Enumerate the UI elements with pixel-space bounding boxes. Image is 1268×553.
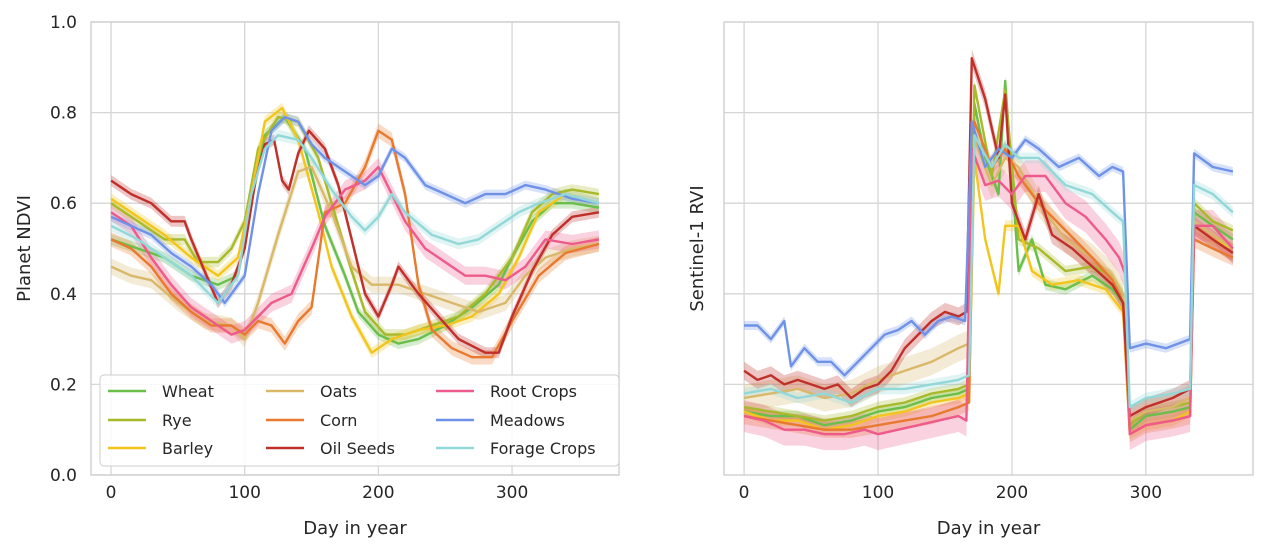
series-line-root-crops: [110, 165, 600, 336]
legend-label-corn: Corn: [320, 411, 357, 430]
x-tick-label: 0: [739, 483, 750, 503]
plot-frame: [90, 21, 620, 476]
legend-label-forage-crops: Forage Crops: [490, 439, 596, 458]
series-line-root-crops: [743, 147, 1234, 436]
series-line-barley: [110, 106, 600, 354]
legend-label-rye: Rye: [162, 411, 192, 430]
plot-frame: [723, 21, 1254, 476]
legend: Wheat Rye Barley Oats Corn Oil Seeds Root Crop…: [99, 374, 620, 467]
series-line-meadows: [110, 115, 600, 305]
x-tick-label: 0: [106, 483, 117, 503]
y-tick-label: 0.4: [50, 285, 77, 305]
legend-label-barley: Barley: [162, 439, 213, 458]
x-axis-label: Day in year: [303, 518, 407, 539]
rvi-chart: 0 100 200 300 Day in year Sentinel-1 RVI: [687, 21, 1254, 539]
x-axis-label: Day in year: [937, 518, 1041, 539]
legend-label-wheat: Wheat: [162, 382, 214, 401]
series-line-oil-seeds: [110, 129, 600, 354]
x-tick-label: 300: [1130, 483, 1162, 503]
series-line-meadows: [744, 120, 1234, 377]
legend-label-oil-seeds: Oil Seeds: [320, 439, 395, 458]
series-group: [110, 102, 600, 365]
y-tick-label: 0.8: [50, 104, 77, 124]
series-line-forage-crops: [743, 134, 1234, 409]
x-tick-label: 200: [996, 483, 1028, 503]
y-tick-label: 0.6: [50, 194, 77, 214]
x-tick-label: 300: [496, 483, 528, 503]
legend-label-oats: Oats: [320, 382, 357, 401]
series-band-barley: [744, 152, 1233, 440]
x-tick-label: 200: [362, 483, 394, 503]
series-line-corn: [110, 129, 600, 359]
x-tick-label: 100: [862, 483, 894, 503]
y-axis-label: Planet NDVI: [14, 195, 35, 302]
y-tick-label: 0.0: [50, 466, 77, 486]
series-line-forage-crops: [110, 134, 600, 305]
x-tick-label: 100: [228, 483, 260, 503]
series-band-oil-seeds: [744, 49, 1233, 426]
y-tick-label: 0.2: [50, 375, 77, 395]
y-tick-label: 1.0: [50, 13, 77, 33]
series-group: [743, 49, 1234, 451]
legend-label-meadows: Meadows: [490, 411, 565, 430]
legend-box: [99, 374, 620, 467]
y-axis-label: Sentinel-1 RVI: [687, 185, 708, 311]
legend-label-root-crops: Root Crops: [490, 382, 577, 401]
